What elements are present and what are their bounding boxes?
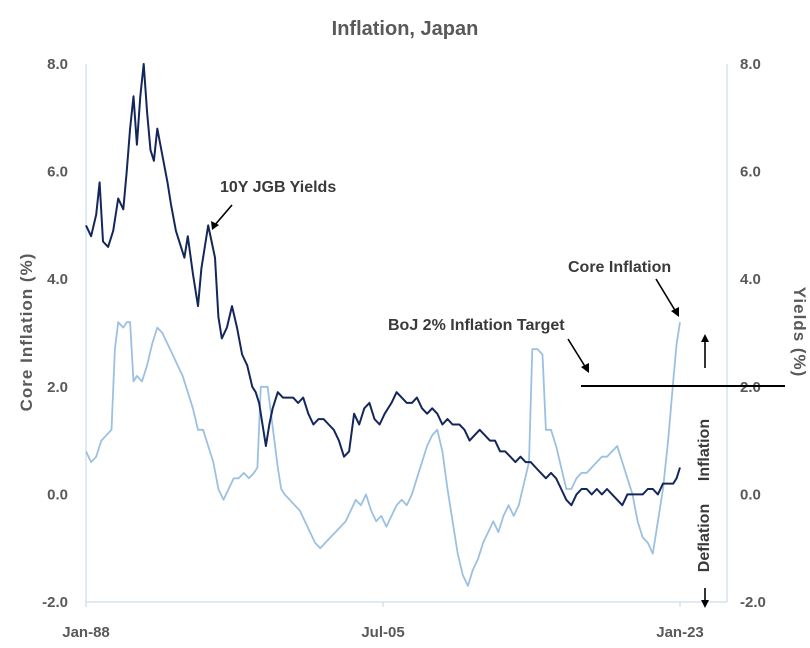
side-labels: Inflation Deflation bbox=[696, 334, 713, 608]
series-layer bbox=[85, 63, 681, 587]
annotation-core-arrow bbox=[655, 278, 677, 313]
annotation-jgb-arrowhead bbox=[211, 221, 219, 230]
deflation-side-label: Deflation bbox=[696, 504, 713, 572]
right-y-axis-label: Yields (%) bbox=[790, 287, 809, 378]
right-y-tick-label: 0.0 bbox=[740, 486, 761, 503]
right-y-tick-label: -2.0 bbox=[740, 594, 766, 611]
left-y-tick-label: 4.0 bbox=[47, 271, 68, 288]
left-y-tick-labels: 8.0 6.0 4.0 2.0 0.0 -2.0 bbox=[42, 56, 68, 611]
chart-title: Inflation, Japan bbox=[332, 18, 479, 40]
annotation-core-arrowhead bbox=[671, 307, 679, 317]
left-y-tick-label: 2.0 bbox=[47, 379, 68, 396]
inflation-side-label: Inflation bbox=[696, 419, 713, 481]
x-tick-label: Jan-88 bbox=[62, 624, 110, 641]
annotation-jgb-arrow bbox=[213, 204, 233, 227]
left-y-tick-label: 8.0 bbox=[47, 56, 68, 73]
x-tick-label: Jul-05 bbox=[361, 624, 404, 641]
deflation-down-arrowhead bbox=[701, 600, 709, 608]
right-y-tick-labels: 8.0 6.0 4.0 2.0 0.0 -2.0 bbox=[740, 56, 766, 611]
right-y-tick-label: 6.0 bbox=[740, 164, 761, 181]
right-y-tick-label: 4.0 bbox=[740, 271, 761, 288]
series-line-jgb-yields bbox=[85, 63, 681, 507]
series-line-core-inflation bbox=[85, 321, 681, 587]
left-y-tick-label: 0.0 bbox=[47, 486, 68, 503]
annotations: 10Y JGB Yields Core Inflation BoJ 2% Inf… bbox=[211, 179, 785, 387]
left-y-axis-label: Core Inflation (%) bbox=[17, 253, 36, 412]
annotation-boj-arrow bbox=[567, 338, 587, 369]
left-y-tick-label: -2.0 bbox=[42, 594, 68, 611]
annotation-boj-label: BoJ 2% Inflation Target bbox=[388, 317, 565, 334]
x-tick-labels: Jan-88 Jul-05 Jan-23 bbox=[62, 602, 704, 641]
axes bbox=[85, 64, 728, 603]
inflation-up-arrowhead bbox=[701, 334, 709, 342]
x-tick-label: Jan-23 bbox=[656, 624, 704, 641]
right-y-tick-label: 2.0 bbox=[740, 379, 761, 396]
annotation-core-label: Core Inflation bbox=[568, 259, 671, 276]
right-y-tick-label: 8.0 bbox=[740, 56, 761, 73]
annotation-boj-arrowhead bbox=[581, 363, 589, 373]
left-y-tick-label: 6.0 bbox=[47, 164, 68, 181]
annotation-jgb-label: 10Y JGB Yields bbox=[220, 179, 336, 196]
